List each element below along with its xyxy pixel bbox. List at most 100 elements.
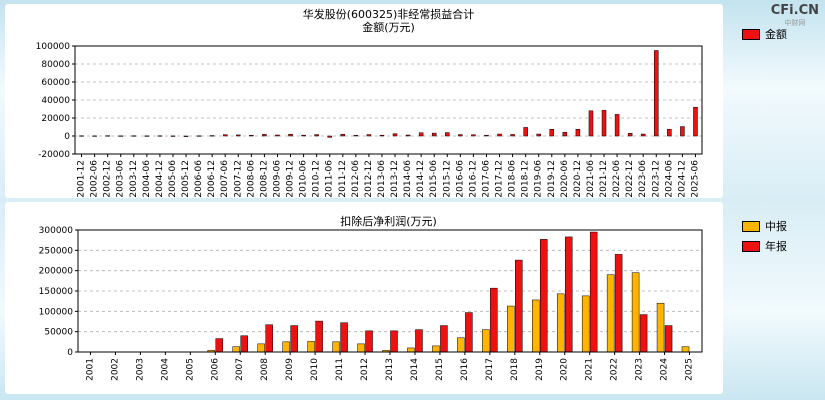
x-tick-label: 2023 xyxy=(635,358,645,381)
bar xyxy=(105,135,110,137)
x-tick-label: 2019 xyxy=(535,358,545,381)
bar xyxy=(680,126,685,137)
bar xyxy=(282,341,290,353)
bar xyxy=(183,135,189,137)
chart-nonrecurring-pnl: -20000 0 20000 40000 60000 80000 100000 2001-12… xyxy=(36,42,703,198)
x-tick-label: 2022 xyxy=(610,358,620,381)
x-tick-label: 2003-06 xyxy=(116,160,126,198)
x-tick-label: 2002-12 xyxy=(103,160,113,198)
bar xyxy=(490,287,498,353)
x-tick-label: 2018-12 xyxy=(521,160,531,198)
bar xyxy=(589,231,598,353)
y-tick-label: 100000 xyxy=(36,42,71,52)
x-tick-label: 2006-12 xyxy=(207,160,217,198)
x-tick-label: 2007-12 xyxy=(233,160,243,198)
x-tick-label: 2019-06 xyxy=(534,160,544,198)
bar xyxy=(656,302,665,353)
bar xyxy=(307,341,315,353)
bar xyxy=(196,135,202,137)
bar xyxy=(465,312,473,353)
chart-deducted-net-profit: 0 50000 100000 150000 200000 250000 300000 2001… xyxy=(39,226,703,381)
plot-border xyxy=(74,45,703,155)
x-tick-label: 2023-12 xyxy=(651,160,661,198)
bar xyxy=(392,133,398,137)
x-tick-label: 2003 xyxy=(135,358,145,381)
bar xyxy=(562,131,568,137)
bar xyxy=(484,134,489,137)
bar xyxy=(536,133,541,137)
bottom-chart-title: 扣除后净利润(万元) xyxy=(75,215,702,228)
bar xyxy=(564,236,573,353)
bar xyxy=(353,135,359,137)
bar xyxy=(549,129,555,137)
bar xyxy=(366,134,372,137)
bar xyxy=(664,325,673,353)
bar xyxy=(640,133,646,137)
bar xyxy=(405,134,411,137)
x-tick-label: 2017-12 xyxy=(495,160,505,198)
x-tick-label: 2007 xyxy=(235,358,245,381)
x-tick-label: 2025 xyxy=(685,358,695,381)
bar xyxy=(614,254,623,353)
bar xyxy=(588,110,594,137)
x-tick-label: 2005-12 xyxy=(181,160,191,198)
x-tick-label: 2021 xyxy=(585,358,595,381)
bar xyxy=(340,322,348,353)
y-tick-label: 20000 xyxy=(41,114,70,124)
bar xyxy=(365,330,373,353)
x-tick-label: 2012 xyxy=(360,358,370,381)
x-tick-label: 2012-06 xyxy=(351,160,361,198)
x-tick-label: 2010-12 xyxy=(312,160,322,198)
x-tick-label: 2013-12 xyxy=(390,160,400,198)
legend-item-interim: 中报 xyxy=(742,218,787,234)
x-tick-label: 2008 xyxy=(260,358,270,381)
bar xyxy=(79,135,84,137)
x-tick-label: 2014-12 xyxy=(416,160,426,198)
x-tick-label: 2024-12 xyxy=(677,160,687,198)
bar xyxy=(236,134,241,137)
x-tick-label: 2015-06 xyxy=(429,160,439,198)
x-tick-label: 2017 xyxy=(485,358,495,381)
bar xyxy=(390,330,398,353)
bar xyxy=(340,134,346,137)
bar xyxy=(457,337,465,353)
x-tick-label: 2005 xyxy=(185,358,195,381)
bar xyxy=(262,134,267,137)
top-chart-title: 华发股份(600325)非经常损益合计 金额(万元) xyxy=(75,8,702,34)
bar xyxy=(249,134,254,137)
x-tick-label: 2022-12 xyxy=(625,160,635,198)
bar xyxy=(232,346,240,353)
cfi-logo-brand: CFi.CN xyxy=(770,3,819,18)
bar xyxy=(257,343,265,353)
x-tick-label: 2019-12 xyxy=(547,160,557,198)
bar xyxy=(432,345,440,353)
x-tick-label: 2011-12 xyxy=(338,160,348,198)
y-tick-label: 0 xyxy=(67,348,73,358)
x-tick-label: 2014-06 xyxy=(403,160,413,198)
x-tick-label: 2004-12 xyxy=(155,160,165,198)
bar xyxy=(556,293,565,353)
x-tick-label: 2009-12 xyxy=(286,160,296,198)
bar xyxy=(170,135,176,137)
bar xyxy=(627,133,633,137)
x-tick-label: 2024 xyxy=(660,358,670,381)
x-tick-label: 2020 xyxy=(560,358,570,381)
y-tick-label: 50000 xyxy=(44,328,73,338)
bar xyxy=(497,133,502,137)
x-tick-label: 2009-06 xyxy=(272,160,282,198)
x-tick-label: 2018-06 xyxy=(508,160,518,198)
x-tick-label: 2015 xyxy=(435,358,445,381)
y-tick-label: -20000 xyxy=(38,150,70,160)
x-tick-label: 2022-06 xyxy=(612,160,622,198)
x-tick-label: 2013-06 xyxy=(377,160,387,198)
bar xyxy=(222,134,228,137)
x-tick-label: 2020-06 xyxy=(560,160,570,198)
cfi-logo: CFi.CN 中财网 xyxy=(770,3,819,29)
bar xyxy=(631,272,640,353)
x-tick-label: 2013 xyxy=(385,358,395,381)
bar xyxy=(482,329,490,353)
x-tick-label: 2012-12 xyxy=(364,160,374,198)
bar xyxy=(693,106,698,137)
x-tick-label: 2011-06 xyxy=(325,160,335,198)
